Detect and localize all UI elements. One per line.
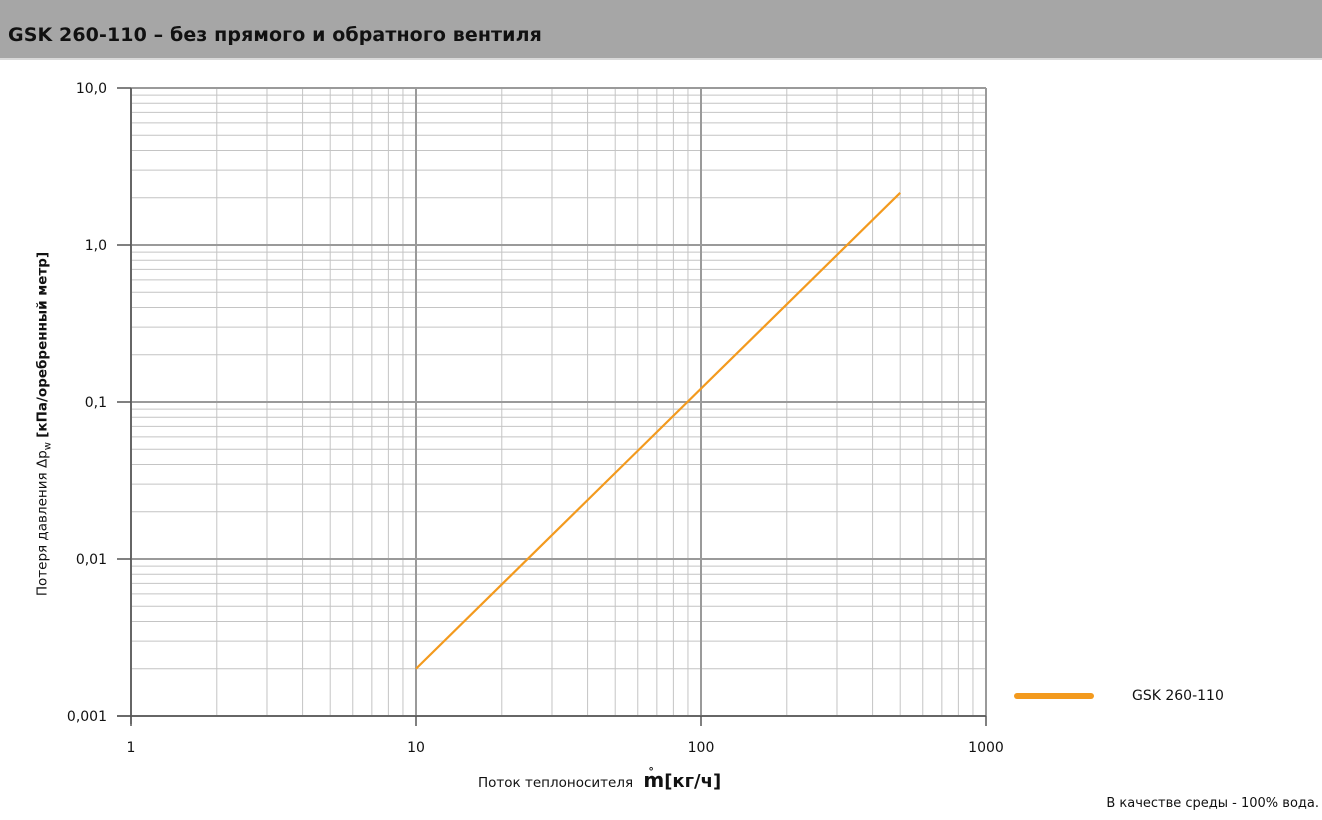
y-axis-title-prefix: Потеря давления — [34, 468, 51, 597]
x-tick-label: 1 — [127, 740, 136, 756]
x-axis-title-symbol: m — [643, 768, 665, 792]
x-tick-label: 100 — [688, 740, 715, 756]
y-axis-title-symbol: Δp — [34, 450, 51, 469]
legend-swatch — [1014, 693, 1094, 699]
y-axis-title: Потеря давления Δpw [кПа/оребренный метр… — [35, 252, 54, 596]
y-tick-label: 0,01 — [76, 552, 107, 568]
legend-label: GSK 260-110 — [1132, 688, 1224, 704]
series-line — [415, 192, 901, 670]
header-bar: GSK 260-110 – без прямого и обратного ве… — [0, 0, 1322, 58]
y-tick-label: 0,001 — [67, 709, 107, 725]
x-axis-title-prefix: Поток теплоносителя — [478, 775, 638, 791]
mass-flow-dot-icon: ° — [648, 765, 654, 778]
y-axis-title-unit: [кПа/оребренный метр] — [34, 251, 51, 438]
x-axis-title: Поток теплоносителя ° m[кг/ч] — [478, 765, 722, 792]
y-tick-label: 10,0 — [76, 81, 107, 97]
x-axis-title-symbol-wrap: ° m — [643, 765, 665, 792]
footnote: В качестве среды - 100% вода. — [1106, 796, 1319, 811]
y-tick-label: 1,0 — [85, 238, 107, 254]
x-tick-label: 10 — [407, 740, 425, 756]
x-axis-title-unit: [кг/ч] — [664, 771, 722, 792]
page-title: GSK 260-110 – без прямого и обратного ве… — [8, 24, 542, 46]
y-tick-label: 0,1 — [85, 395, 107, 411]
y-axis-title-subscript: w — [42, 442, 54, 451]
x-tick-label: 1000 — [968, 740, 1004, 756]
header-divider — [0, 58, 1322, 60]
